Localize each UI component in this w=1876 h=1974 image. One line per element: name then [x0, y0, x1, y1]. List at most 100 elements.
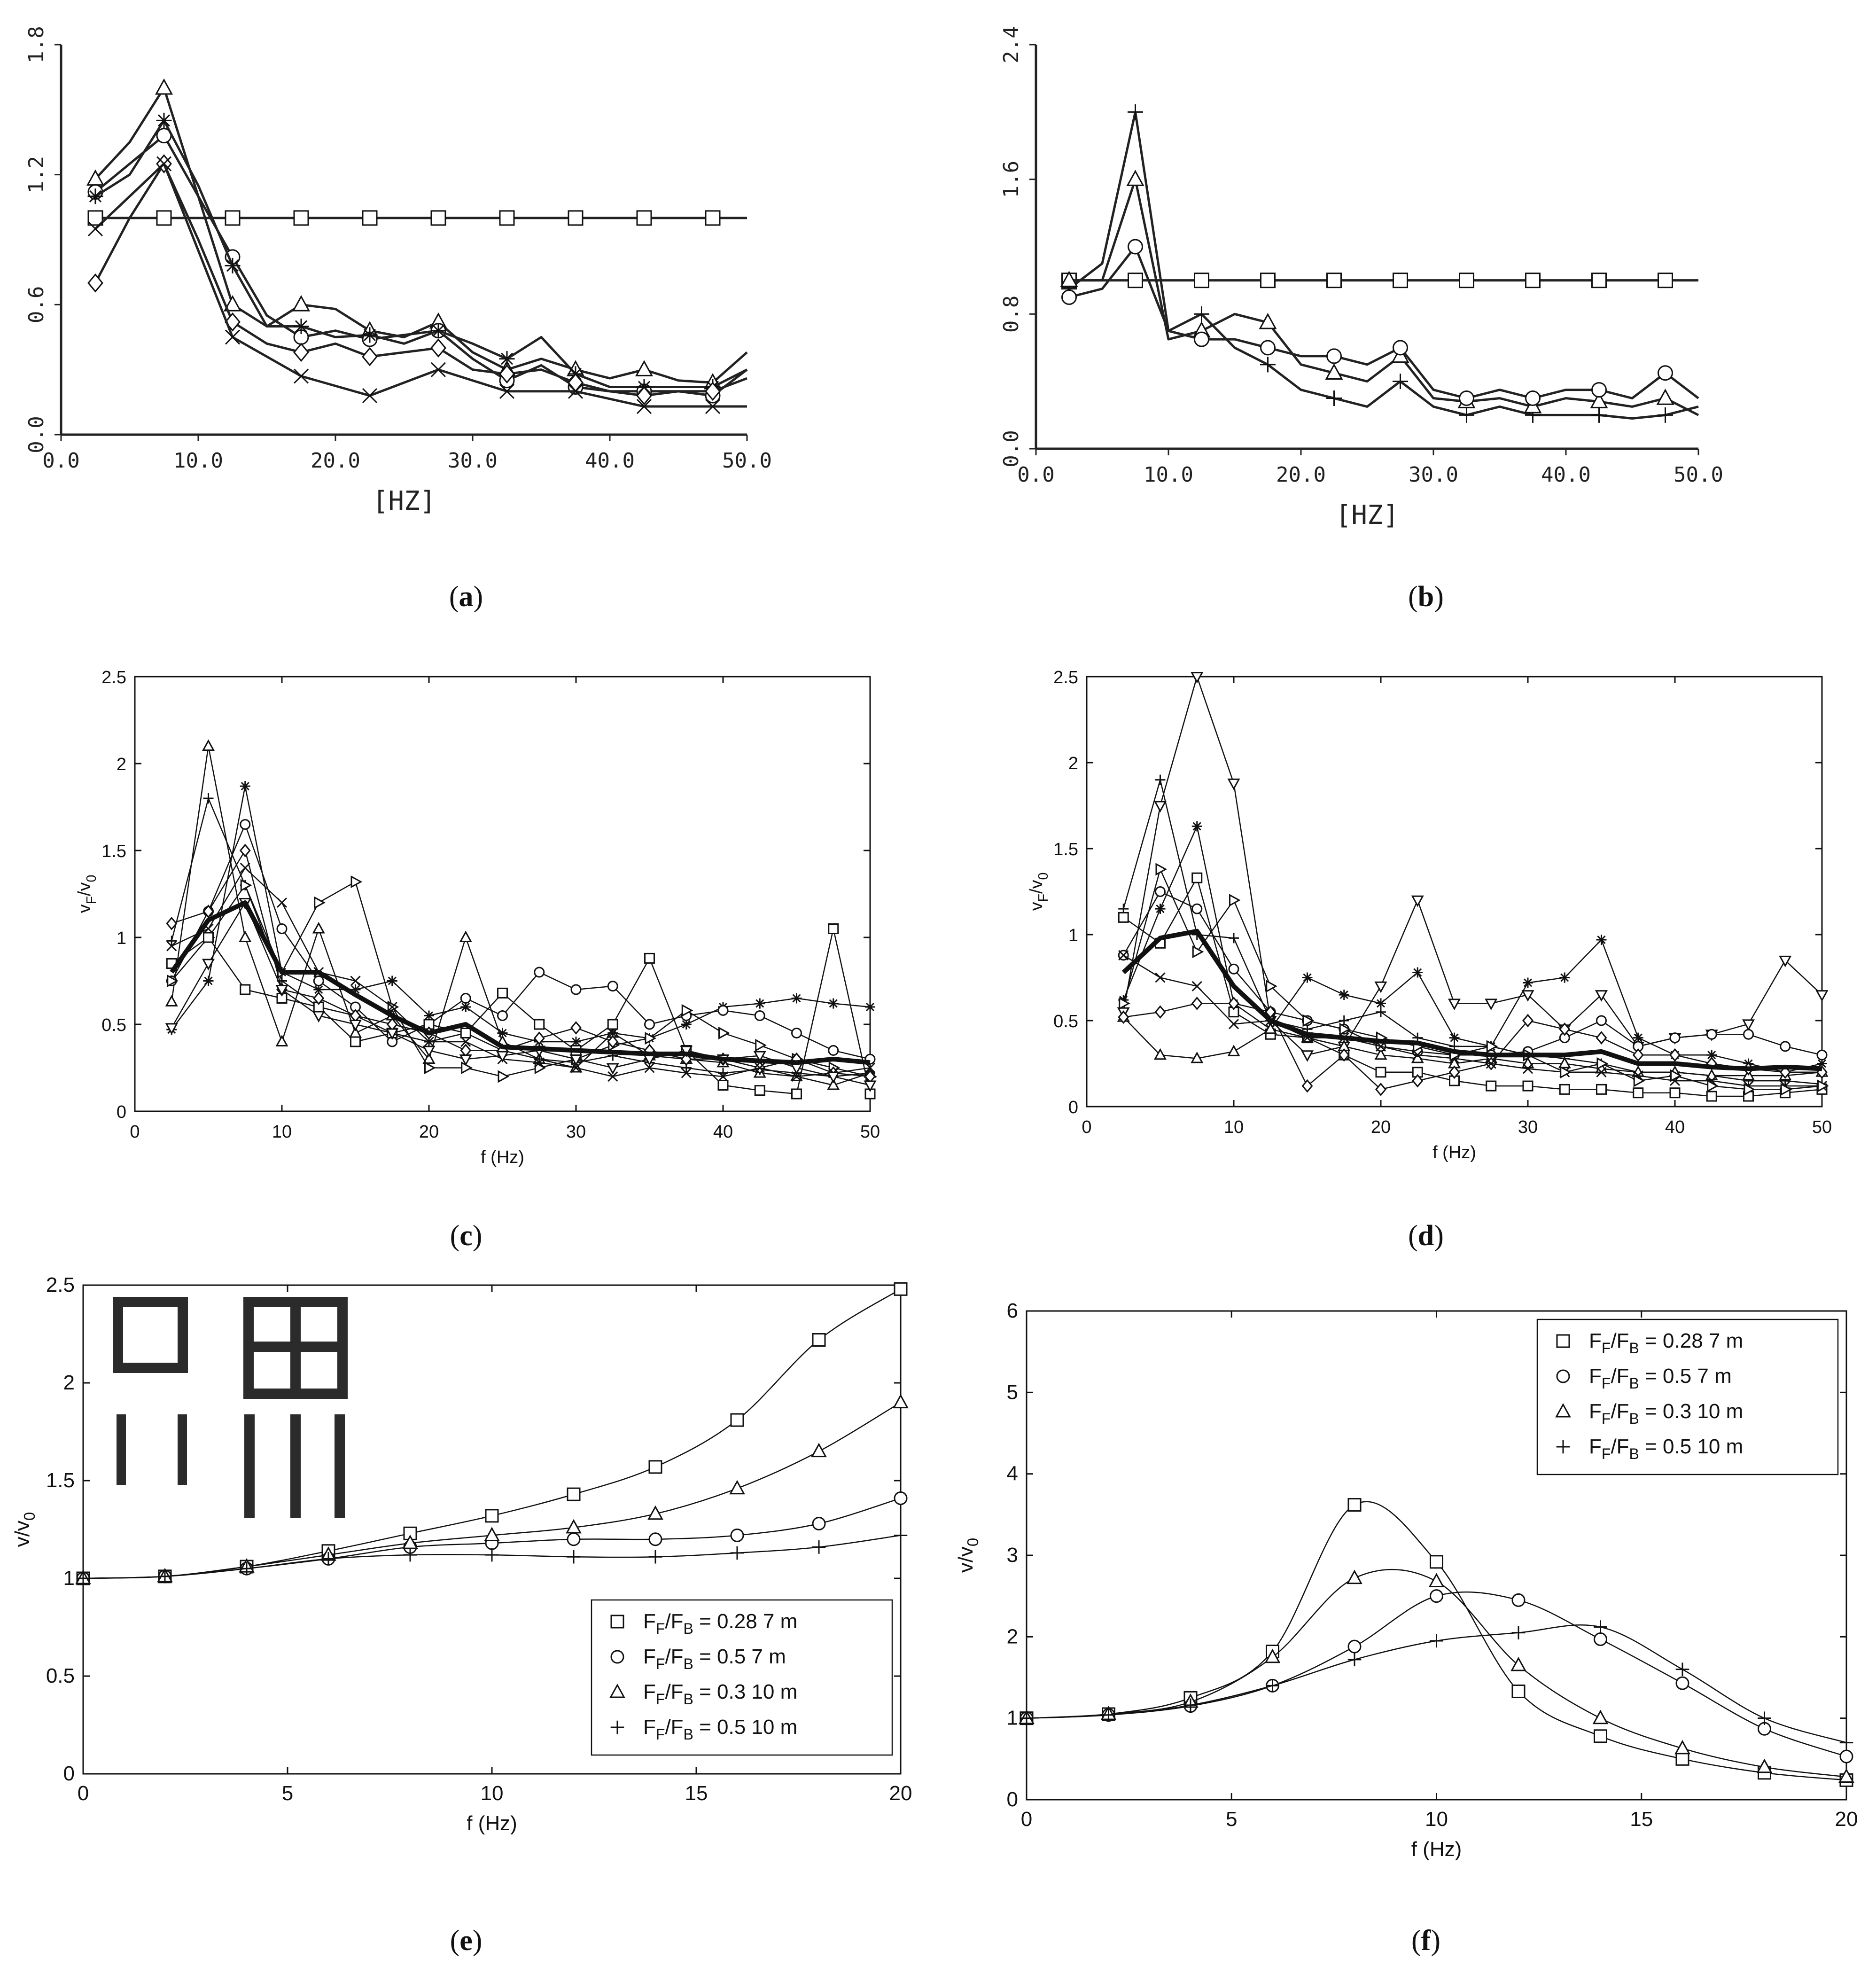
data-point — [717, 1005, 729, 1016]
data-point — [1128, 273, 1143, 289]
data-point — [275, 1035, 288, 1046]
series-line — [171, 745, 871, 1086]
data-point — [1191, 872, 1203, 883]
data-point — [1448, 999, 1461, 1011]
data-point — [499, 351, 515, 367]
plot-frame — [134, 676, 871, 1112]
series-line — [171, 850, 871, 1077]
y-axis-label-main: v/v — [11, 1521, 34, 1547]
data-point — [1375, 1083, 1386, 1096]
data-point — [497, 1010, 508, 1021]
data-point — [1633, 1087, 1644, 1099]
data-point — [718, 1026, 730, 1040]
data-point — [497, 1028, 508, 1038]
data-point — [1674, 1740, 1690, 1755]
series-circle — [1061, 239, 1699, 406]
data-point — [1485, 999, 1498, 1011]
mean-line — [1121, 928, 1822, 1071]
data-point — [1459, 273, 1474, 289]
data-point — [1126, 170, 1144, 186]
data-point — [1191, 997, 1203, 1010]
data-point — [1838, 1768, 1854, 1783]
data-point — [705, 210, 721, 226]
data-point — [1375, 1067, 1386, 1078]
data-point — [1228, 997, 1239, 1010]
x-tick-label: 15 — [1630, 1808, 1653, 1831]
x-tick-label: 5 — [1226, 1808, 1237, 1831]
data-point — [1191, 1051, 1204, 1063]
y-tick-label: 1.2 — [24, 156, 48, 193]
x-tick-label: 10.0 — [173, 449, 223, 473]
data-point — [1675, 1662, 1689, 1676]
y-tick-label: 1.8 — [24, 26, 48, 63]
series-line — [171, 928, 871, 1095]
y-tick-label: 0.5 — [1053, 1012, 1078, 1031]
data-point — [1658, 365, 1673, 381]
x-tick-label: 50 — [860, 1122, 880, 1142]
data-point — [1339, 990, 1349, 1000]
data-point — [1153, 1048, 1167, 1060]
data-point — [754, 1085, 765, 1096]
data-point — [1155, 904, 1166, 914]
data-point — [1374, 981, 1387, 993]
data-point — [1511, 1626, 1526, 1639]
data-point — [1486, 1058, 1496, 1069]
chart-a: 0.0 10.0 20.0 30.0 40.0 50.0 0.0 0.6 1.2 1.8 [HZ] — [24, 26, 772, 516]
y-tick-label: 1 — [117, 928, 126, 948]
y-axis-label-slash: /v — [75, 882, 94, 896]
data-point — [645, 1032, 657, 1045]
series-right — [1119, 863, 1829, 1096]
x-tick-label: 50 — [1812, 1117, 1832, 1137]
panel-label-b: (b) — [1408, 581, 1444, 613]
data-point — [680, 1046, 693, 1058]
y-axis-label-main: v — [1027, 902, 1046, 911]
data-point — [1596, 1057, 1609, 1070]
y-axis-label-sub2: 0 — [964, 1538, 981, 1546]
data-point — [791, 1071, 802, 1082]
data-point — [1191, 981, 1202, 991]
data-point — [1118, 1010, 1129, 1024]
x-tick-label: 20.0 — [311, 449, 360, 473]
data-point — [1511, 1593, 1526, 1607]
data-point — [1264, 1648, 1281, 1663]
data-point — [430, 338, 446, 358]
data-point — [1590, 392, 1608, 408]
series-line — [1123, 877, 1822, 1097]
data-point — [644, 1062, 655, 1073]
data-point — [460, 993, 471, 1004]
data-point — [223, 295, 242, 312]
data-point — [225, 210, 241, 226]
data-point — [1155, 972, 1166, 983]
data-point — [460, 1002, 471, 1012]
data-point — [1525, 273, 1541, 289]
data-point — [423, 1036, 435, 1047]
legend-marker — [1556, 1369, 1570, 1383]
data-point — [166, 941, 177, 952]
data-point — [499, 383, 515, 399]
data-point — [534, 967, 545, 978]
data-point — [1374, 1048, 1387, 1060]
data-point — [864, 1062, 876, 1073]
data-point — [567, 1532, 581, 1546]
data-point — [240, 1561, 254, 1576]
data-point — [430, 323, 446, 339]
series-x — [166, 862, 876, 1082]
data-point — [485, 1509, 499, 1523]
data-point — [864, 1080, 877, 1092]
data-point — [1339, 1022, 1351, 1036]
data-point — [894, 1491, 908, 1505]
series-line — [1123, 826, 1822, 1073]
data-point — [165, 995, 178, 1007]
data-point — [1227, 778, 1240, 790]
x-axis-label: [HZ] — [1336, 500, 1399, 531]
x-tick-label: 15 — [685, 1782, 708, 1805]
data-point — [827, 1072, 840, 1084]
data-point — [648, 1550, 662, 1564]
data-point — [1591, 273, 1607, 289]
data-point — [76, 1571, 90, 1585]
data-point — [1633, 1032, 1643, 1043]
x-tick-label: 50.0 — [1674, 463, 1723, 487]
data-point — [460, 1028, 471, 1038]
y-tick-label: 2 — [1068, 754, 1078, 773]
data-point — [202, 905, 214, 918]
